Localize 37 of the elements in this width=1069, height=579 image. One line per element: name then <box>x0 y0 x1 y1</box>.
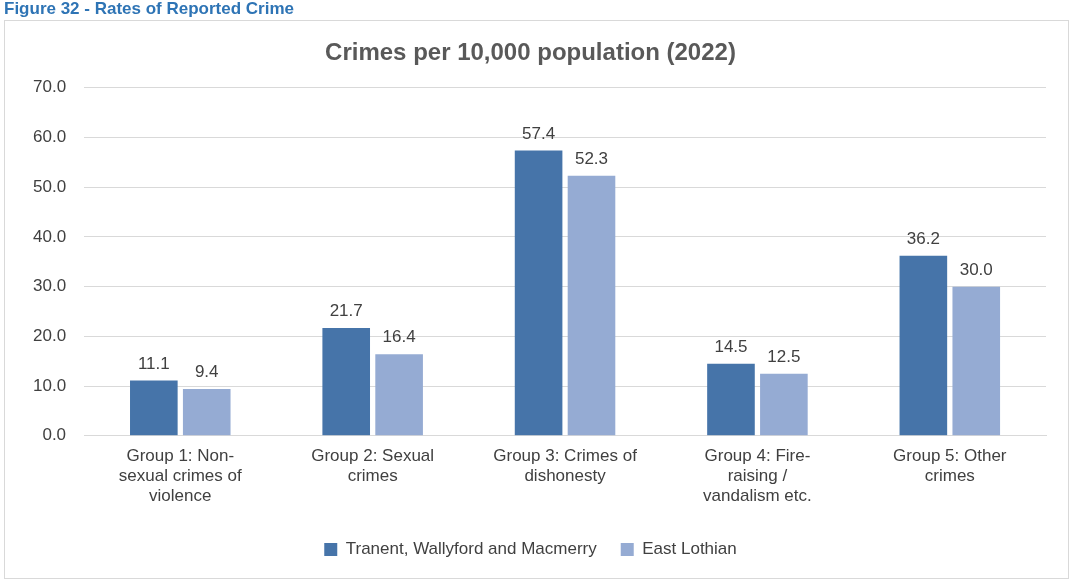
x-tick-label: Group 5: Other crimes <box>893 445 1007 486</box>
bar <box>375 354 423 436</box>
bar <box>130 380 178 436</box>
bar <box>514 150 563 436</box>
bar <box>899 255 948 436</box>
bar <box>322 327 371 436</box>
bar <box>567 175 616 436</box>
data-label: 30.0 <box>959 259 993 279</box>
data-label: 12.5 <box>767 346 801 366</box>
y-tick-label: 60.0 <box>32 127 67 147</box>
x-tick-label: Group 1: Non-sexual crimes of violence <box>118 445 242 506</box>
bar <box>952 286 1001 436</box>
y-tick-label: 20.0 <box>32 326 67 346</box>
y-tick-label: 70.0 <box>32 77 67 97</box>
data-label: 11.1 <box>137 353 170 373</box>
x-tick-label: Group 4: Fire-raising / vandalism etc. <box>703 445 812 506</box>
bar <box>760 373 808 436</box>
data-label: 9.4 <box>194 362 219 382</box>
data-label: 21.7 <box>329 301 363 321</box>
y-tick-label: 10.0 <box>32 375 67 395</box>
y-tick-label: 50.0 <box>32 176 67 196</box>
caption: Figure 32 - Rates of Reported Crime <box>4 0 295 18</box>
data-label: 36.2 <box>906 229 940 249</box>
data-label: 57.4 <box>522 123 556 143</box>
legend-label: East Lothian <box>642 539 737 559</box>
data-label: 14.5 <box>714 336 748 356</box>
data-label: 52.3 <box>574 148 609 168</box>
chart-title: Crimes per 10,000 population (2022) <box>325 38 736 66</box>
y-tick-label: 30.0 <box>32 276 67 296</box>
bar <box>707 363 755 436</box>
y-tick-label: 0.0 <box>42 425 67 445</box>
y-tick-label: 40.0 <box>32 226 67 246</box>
legend-label: Tranent, Wallyford and Macmerry <box>345 539 598 559</box>
x-tick-label: Group 2: Sexual crimes <box>311 445 435 486</box>
data-label: 16.4 <box>382 327 416 347</box>
bar <box>182 389 231 436</box>
x-tick-label: Group 3: Crimes of dishonesty <box>493 445 638 486</box>
